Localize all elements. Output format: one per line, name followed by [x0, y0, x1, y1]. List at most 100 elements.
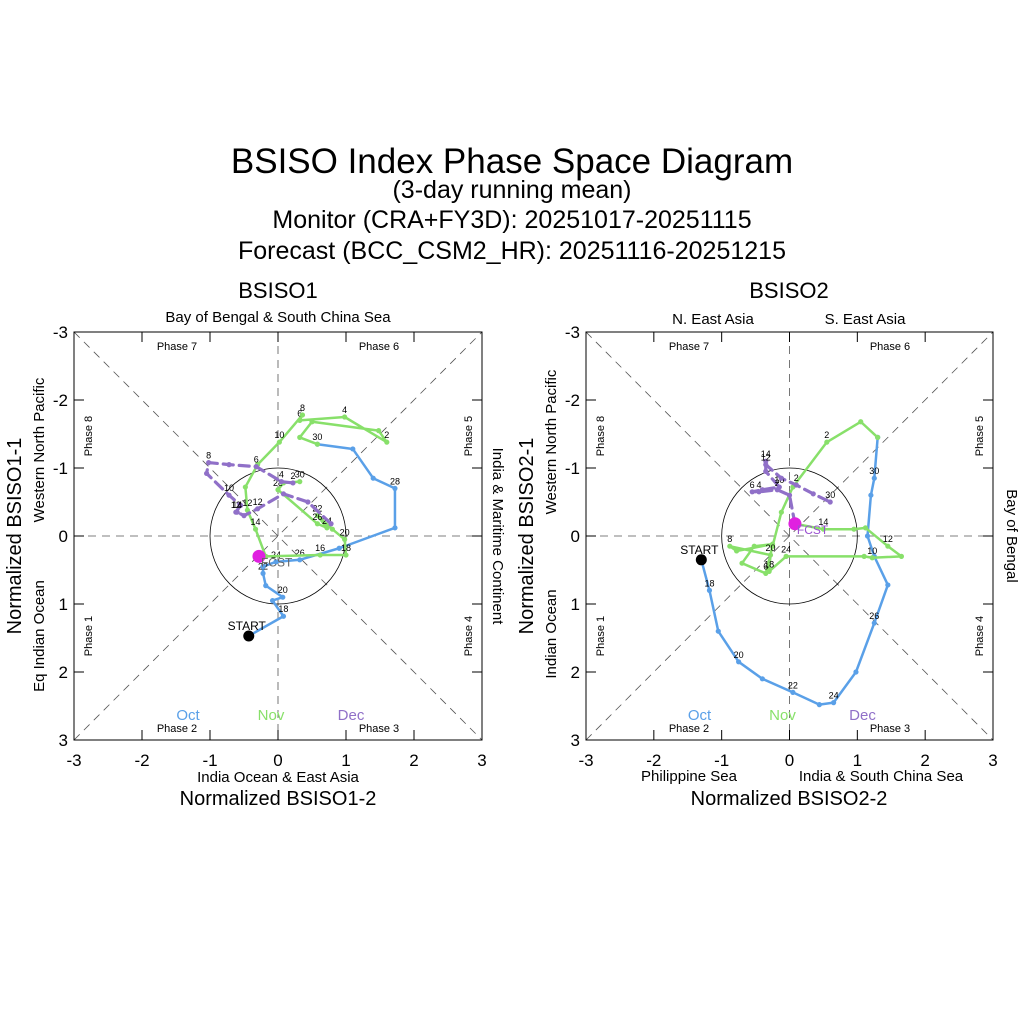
p2-series-dec-point — [793, 482, 799, 488]
p2-y-tick-label: -2 — [565, 391, 580, 410]
p2-day-label: 24 — [781, 544, 791, 554]
p1-day-label: 18 — [278, 604, 288, 614]
p1-day-label: 26 — [295, 548, 305, 558]
p2-day-label: 12 — [883, 534, 893, 544]
bsiso2-region-top-right: S. East Asia — [825, 311, 907, 328]
p1-phase-8-label: Phase 8 — [83, 416, 95, 456]
p2-series-dec-point — [763, 468, 769, 474]
p2-x-tick-label: -2 — [646, 751, 661, 770]
p2-series-nov-point — [885, 543, 891, 549]
p2-series-oct-point — [830, 700, 837, 706]
p2-phase-3-label: Phase 3 — [870, 723, 910, 735]
p1-series-dec-point — [290, 480, 296, 486]
bsiso1-region-right: India & Maritime Continent — [489, 448, 506, 626]
p2-day-label: 8 — [727, 534, 732, 544]
p1-y-tick-label: -3 — [53, 323, 68, 342]
p2-series-nov-point — [875, 434, 881, 440]
p2-day-label: 20 — [734, 650, 744, 660]
p2-series-oct-point — [715, 628, 721, 634]
p1-series-dec-point — [305, 499, 311, 505]
p2-legend-dec: Dec — [849, 707, 876, 724]
p2-series-oct-point — [864, 533, 871, 539]
p2-series-oct-line — [700, 436, 890, 706]
p1-y-tick-label: 0 — [59, 527, 68, 546]
p2-series-oct-point — [871, 475, 877, 481]
p1-series-dec-point — [204, 470, 210, 477]
p1-day-label: 18 — [341, 543, 351, 553]
p1-series-nov-point — [244, 507, 250, 513]
monitor-period: Monitor (CRA+FY3D): 20251017-20251115 — [272, 206, 752, 234]
bsiso2-region-bottom-right: India & South China Sea — [799, 768, 964, 785]
p1-series-dec-point — [328, 521, 334, 527]
p1-series-dec-point — [253, 464, 259, 470]
p1-day-label: 10 — [274, 430, 284, 440]
p2-start-marker — [695, 554, 707, 566]
bsiso2-region-left-outer: Western North Pacific — [543, 369, 560, 514]
p1-day-label: 30 — [295, 470, 305, 480]
p2-series-oct-point — [868, 492, 874, 498]
p2-day-label: 18 — [764, 559, 774, 569]
p1-day-label: 22 — [312, 504, 322, 514]
p2-day-label: 22 — [788, 680, 798, 690]
p2-legend-oct: Oct — [688, 707, 712, 724]
p2-y-tick-label: 1 — [571, 595, 580, 614]
p1-x-tick-label: -2 — [134, 751, 149, 770]
p1-y-tick-label: 2 — [59, 663, 68, 682]
p1-day-label: 24 — [271, 550, 281, 560]
p1-phase-4-label: Phase 4 — [463, 616, 475, 656]
p1-fcst-label: FCST — [261, 555, 293, 569]
bsiso2-x-axis-label: Normalized BSISO2-2 — [691, 788, 888, 810]
p1-day-label: 2 — [290, 471, 295, 481]
p2-series-nov-point — [751, 543, 757, 549]
p1-day-label: 30 — [312, 432, 322, 442]
p1-series-nov-point — [276, 439, 282, 445]
p1-legend-nov: Nov — [258, 707, 285, 724]
p2-series-nov-point — [820, 526, 827, 532]
p1-y-tick-label: 1 — [59, 595, 68, 614]
p2-series-nov-point — [783, 553, 789, 560]
p1-y-tick-label: 3 — [59, 731, 68, 750]
p2-y-tick-label: -3 — [565, 323, 580, 342]
p2-phase-1-label: Phase 1 — [595, 616, 607, 656]
p2-series-oct-point — [853, 669, 859, 675]
p1-day-label: 26 — [312, 512, 322, 522]
p2-phase-8-label: Phase 8 — [595, 416, 607, 456]
p1-series-dec-point — [255, 506, 261, 512]
p1-series-nov-point — [275, 487, 281, 493]
p1-series-oct-point — [336, 545, 342, 551]
p2-diagonal-line — [585, 331, 994, 741]
bsiso2-region-bottom-left: Philippine Sea — [641, 768, 738, 785]
p1-series-nov-point — [342, 536, 348, 543]
forecast-period: Forecast (BCC_CSM2_HR): 20251116-2025121… — [238, 237, 786, 265]
p1-series-nov-point — [242, 484, 248, 490]
p1-x-tick-label: -1 — [202, 751, 217, 770]
p2-x-tick-label: 3 — [988, 751, 997, 770]
p2-day-label: 6 — [763, 561, 768, 571]
p2-day-label: 10 — [867, 546, 877, 556]
p1-series-dec-point — [226, 462, 232, 468]
p1-diagonal-line — [73, 331, 483, 741]
p2-series-nov-point — [898, 553, 905, 560]
p2-y-tick-label: 0 — [571, 527, 580, 546]
p2-series-nov-point — [778, 509, 784, 515]
p2-series-dec-line — [750, 459, 832, 526]
p2-x-tick-label: -3 — [578, 751, 593, 770]
p1-day-label: 6 — [254, 455, 259, 465]
p1-legend-oct: Oct — [176, 707, 200, 724]
p1-series-oct-point — [297, 557, 303, 563]
p1-phase-2-label: Phase 2 — [157, 723, 197, 735]
bsiso1-region-left: Eq Indian Ocean — [31, 580, 48, 692]
p1-series-nov-point — [329, 526, 335, 532]
p1-start-marker — [243, 630, 255, 642]
p1-unit-circle — [209, 467, 347, 605]
p2-series-oct-point — [790, 689, 796, 696]
p2-legend-nov: Nov — [769, 707, 796, 724]
p1-series-nov-point — [342, 414, 348, 420]
p2-day-label: 14 — [818, 517, 828, 527]
p1-start-label: START — [228, 619, 267, 633]
p2-series-nov-point — [869, 555, 875, 561]
p1-fcst-marker — [252, 549, 266, 563]
p1-series-oct-point — [269, 598, 276, 604]
p1-series-nov-point — [297, 417, 303, 423]
